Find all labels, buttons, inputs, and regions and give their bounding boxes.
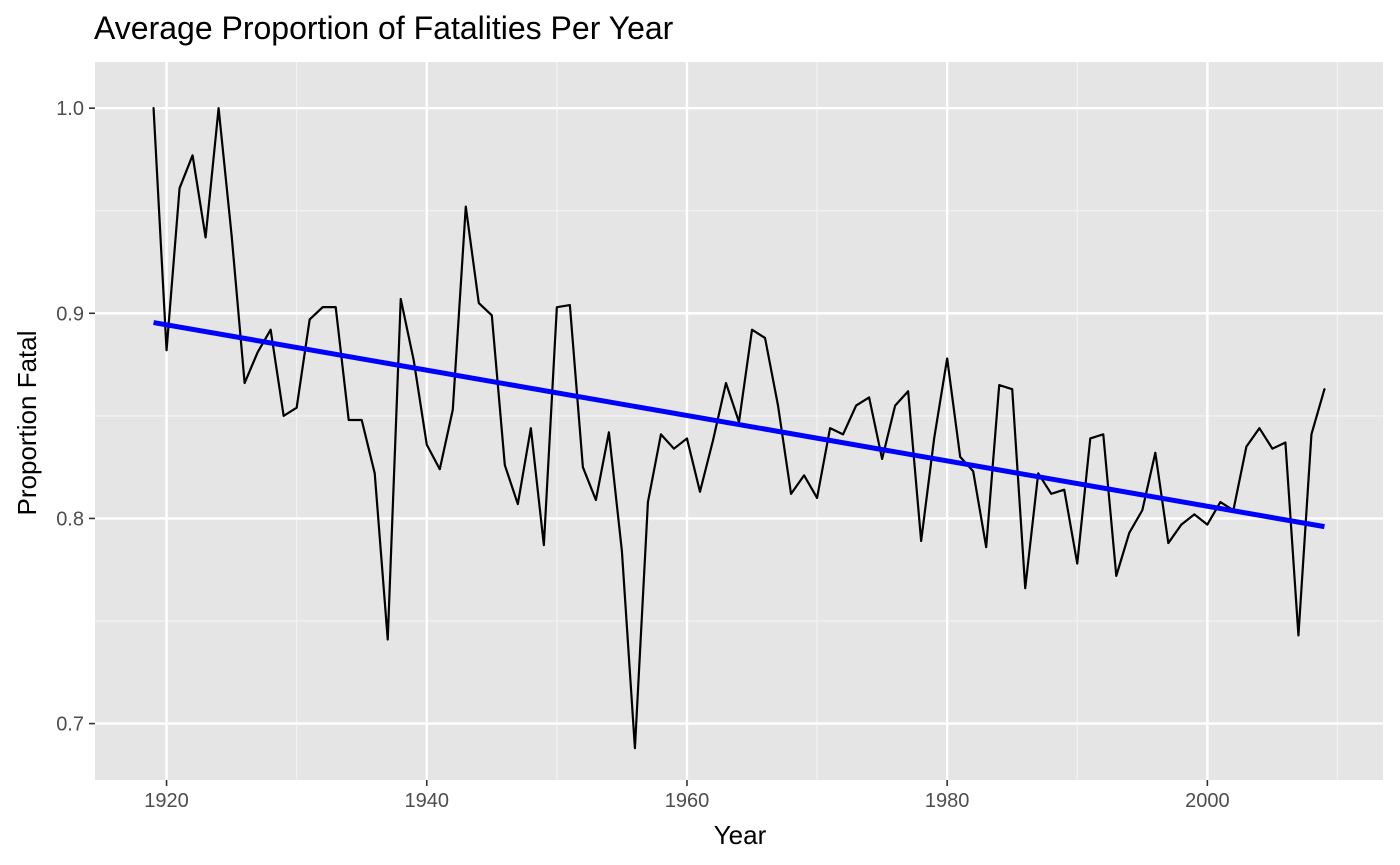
x-tick-label: 2000 [1185, 790, 1230, 812]
major-gridlines [95, 62, 1383, 780]
minor-gridlines [95, 62, 1383, 780]
axis-ticks [89, 107, 1209, 786]
series-layer [152, 107, 1326, 750]
x-tick-label: 1960 [665, 790, 710, 812]
trend-line [153, 320, 1325, 530]
y-tick-label: 1.0 [56, 98, 84, 120]
tick-labels: 1920 1940 1960 1980 2000 0.7 0.8 0.9 1.0 [56, 98, 1229, 812]
x-tick-label: 1920 [144, 790, 189, 812]
y-axis-title: Proportion Fatal [12, 331, 42, 516]
series-line [152, 107, 1326, 750]
y-tick-label: 0.9 [56, 303, 84, 325]
x-axis-title: Year [714, 820, 767, 850]
x-tick-label: 1980 [925, 790, 970, 812]
x-tick-label: 1940 [405, 790, 450, 812]
y-tick-label: 0.8 [56, 508, 84, 530]
y-tick-label: 0.7 [56, 714, 84, 736]
chart-title: Average Proportion of Fatalities Per Yea… [94, 10, 674, 46]
